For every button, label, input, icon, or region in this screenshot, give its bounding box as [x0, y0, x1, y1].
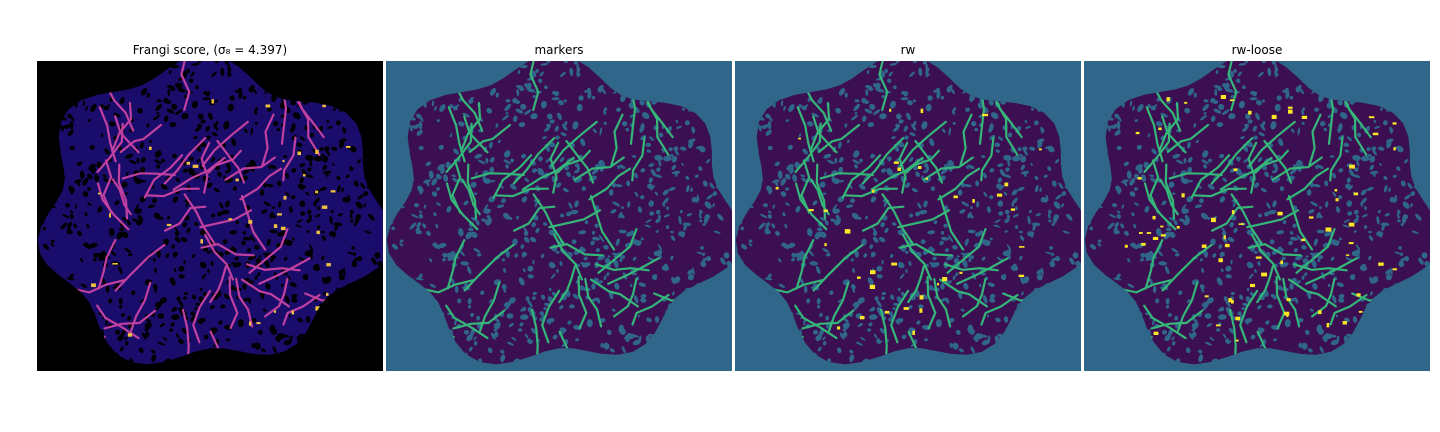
- rw-loose-svg: [1084, 61, 1430, 371]
- frangi-image: [37, 61, 383, 371]
- rw-loose-image: [1084, 61, 1430, 371]
- rw-image: [735, 61, 1081, 371]
- frangi-svg: [37, 61, 383, 371]
- markers-title: markers: [534, 43, 584, 57]
- rw-title: rw: [900, 43, 916, 57]
- rw-svg: [735, 61, 1081, 371]
- rw-loose-title: rw-loose: [1231, 43, 1283, 57]
- markers-image: [386, 61, 732, 371]
- frangi-title: Frangi score, (σ₈ = 4.397): [132, 43, 288, 57]
- markers-svg: [386, 61, 732, 371]
